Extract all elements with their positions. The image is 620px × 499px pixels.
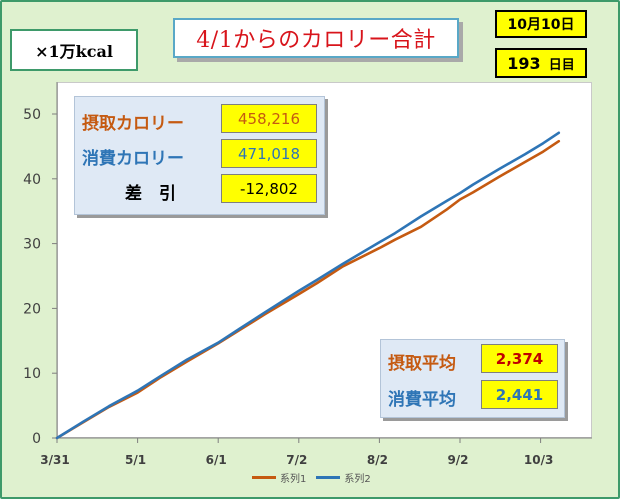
intake-average-value: 2,374 [481,344,558,373]
legend-item-series1: 系列1 [252,470,306,485]
series-line-2 [55,131,561,440]
x-tick-label-3: 7/2 [286,453,307,467]
y-tick-label-40: 40 [23,172,41,188]
x-tick-label-1: 5/1 [125,453,146,467]
chart-title: 4/1からのカロリー合計 [173,18,459,58]
chart-legend: 系列1 系列2 [252,470,422,485]
difference-value: -12,802 [221,174,317,203]
intake-average-label: 摂取平均 [388,354,456,374]
unit-label: ×1万kcal [10,29,138,71]
y-tick-label-30: 30 [23,237,41,253]
legend-item-series2: 系列2 [316,470,371,485]
intake-total-value: 458,216 [221,104,317,133]
x-tick-label-2: 6/1 [206,453,227,467]
legend-swatch-series2 [316,475,341,479]
summary-panel: 摂取カロリー 458,216 消費カロリー 471,018 差 引 -12,80… [74,96,325,215]
intake-total-label: 摂取カロリー [82,114,184,134]
burn-average-value: 2,441 [481,380,558,409]
y-tick-label-10: 10 [23,366,41,382]
x-tick-label-5: 9/2 [447,453,468,467]
days-counter: 193 日目 [495,48,587,78]
legend-label-series2: 系列2 [344,473,371,485]
days-unit: 日目 [548,57,575,73]
y-tick-label-20: 20 [23,301,41,317]
difference-label: 差 引 [125,184,176,204]
legend-swatch-series1 [252,475,276,479]
y-tick-label-0: 0 [32,431,41,447]
x-tick-label-6: 10/3 [524,453,553,467]
days-count: 193 [507,53,541,73]
x-tick-label-4: 8/2 [367,453,388,467]
legend-label-series1: 系列1 [280,473,307,485]
y-tick-label-50: 50 [23,107,41,123]
burn-total-value: 471,018 [221,139,317,168]
series-line-1 [55,139,561,440]
burn-total-label: 消費カロリー [82,149,184,169]
date-label: 10月10日 [495,10,587,38]
average-panel: 摂取平均 2,374 消費平均 2,441 [380,339,565,418]
burn-average-label: 消費平均 [388,390,456,410]
x-tick-label-0: 3/31 [40,453,69,467]
